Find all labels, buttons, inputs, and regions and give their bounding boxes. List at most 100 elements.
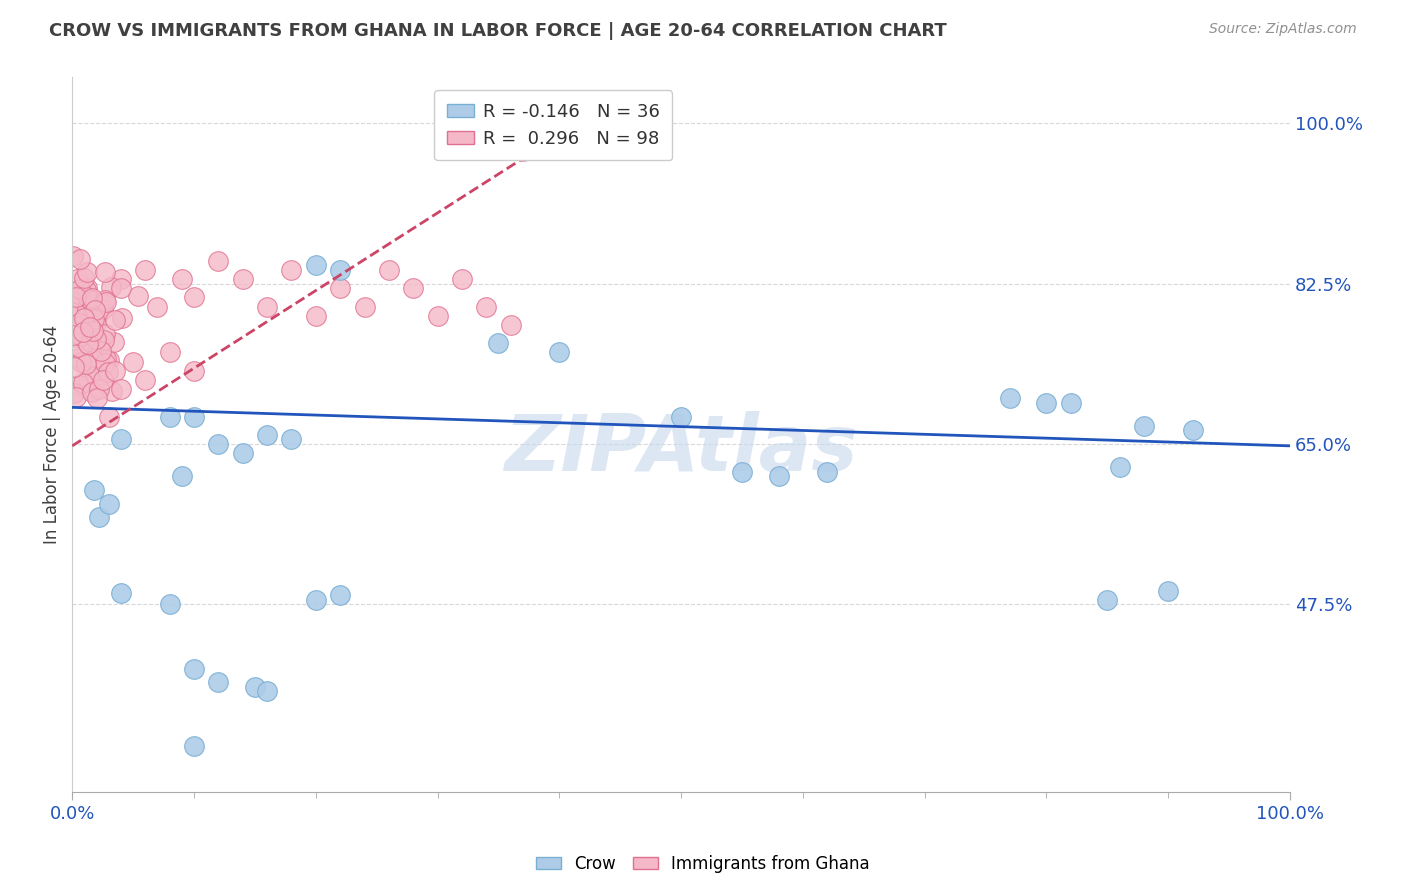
Point (87, 510, 110, 524)
Point (76, 281, 98, 295)
Point (94, 327, 117, 342)
Point (731, 465, 754, 479)
Point (159, 345, 181, 359)
Point (998, 391, 1021, 405)
Point (122, 354, 145, 368)
Point (86, 391, 108, 405)
Point (97, 497, 120, 511)
Point (256, 300, 278, 314)
Legend: R = -0.146   N = 36, R =  0.296   N = 98: R = -0.146 N = 36, R = 0.296 N = 98 (434, 90, 672, 161)
Point (63, 300, 86, 314)
Point (183, 662, 205, 676)
Point (815, 465, 838, 479)
Point (232, 446, 254, 460)
Point (305, 592, 328, 607)
Point (488, 336, 510, 351)
Point (93, 356, 115, 370)
Point (72, 376, 94, 391)
Point (256, 684, 278, 698)
Point (84, 369, 107, 384)
Point (512, 144, 534, 158)
Legend: Crow, Immigrants from Ghana: Crow, Immigrants from Ghana (530, 848, 876, 880)
Point (669, 409, 692, 424)
Point (89, 337, 111, 351)
Point (97, 409, 120, 424)
Point (87, 307, 110, 321)
Point (183, 290, 205, 304)
Point (280, 433, 302, 447)
Point (378, 263, 401, 277)
Point (72, 297, 94, 311)
Point (104, 312, 127, 326)
Point (1108, 459, 1130, 474)
Point (170, 469, 193, 483)
Point (110, 586, 132, 600)
Point (280, 263, 302, 277)
Point (548, 345, 571, 359)
Point (101, 384, 124, 399)
Point (82, 384, 104, 399)
Point (91, 373, 114, 387)
Point (79, 320, 101, 334)
Point (75, 357, 97, 371)
Point (79, 334, 101, 349)
Point (80, 293, 103, 307)
Point (183, 739, 205, 754)
Point (110, 271, 132, 285)
Point (146, 300, 169, 314)
Point (1035, 396, 1057, 410)
Point (76, 332, 98, 346)
Point (110, 433, 132, 447)
Point (159, 598, 181, 612)
Text: Source: ZipAtlas.com: Source: ZipAtlas.com (1209, 22, 1357, 37)
Point (426, 309, 449, 323)
Point (111, 311, 134, 326)
Point (232, 272, 254, 286)
Point (76, 265, 98, 279)
Point (67, 351, 90, 366)
Point (91, 301, 114, 316)
Point (67, 340, 90, 354)
Point (65, 271, 87, 285)
Point (83, 483, 105, 497)
Point (77, 291, 100, 305)
Point (256, 428, 278, 442)
Point (66, 330, 89, 344)
Point (1060, 396, 1083, 410)
Point (63, 360, 86, 375)
Point (84, 317, 107, 331)
Point (170, 272, 193, 286)
Point (70, 354, 93, 368)
Point (127, 289, 149, 303)
Point (84, 302, 107, 317)
Point (65, 390, 87, 404)
Point (305, 309, 328, 323)
Point (353, 300, 375, 314)
Point (134, 373, 156, 387)
Point (69, 252, 91, 266)
Point (79, 334, 101, 348)
Text: CROW VS IMMIGRANTS FROM GHANA IN LABOR FORCE | AGE 20-64 CORRELATION CHART: CROW VS IMMIGRANTS FROM GHANA IN LABOR F… (49, 22, 948, 40)
Point (475, 300, 498, 314)
Point (329, 588, 352, 602)
Point (82, 324, 104, 338)
Point (183, 409, 205, 424)
Point (402, 281, 425, 295)
Point (207, 437, 229, 451)
Point (768, 469, 790, 483)
Point (80, 301, 103, 316)
Point (93, 333, 115, 347)
Point (73, 271, 96, 285)
Point (94, 352, 117, 367)
Point (329, 263, 352, 277)
Point (183, 364, 205, 378)
Point (67, 287, 90, 301)
Point (305, 258, 328, 272)
Point (62, 306, 84, 320)
Point (67, 378, 90, 392)
Point (207, 253, 229, 268)
Point (103, 334, 125, 349)
Point (67, 316, 90, 330)
Point (94, 265, 117, 279)
Point (104, 364, 127, 378)
